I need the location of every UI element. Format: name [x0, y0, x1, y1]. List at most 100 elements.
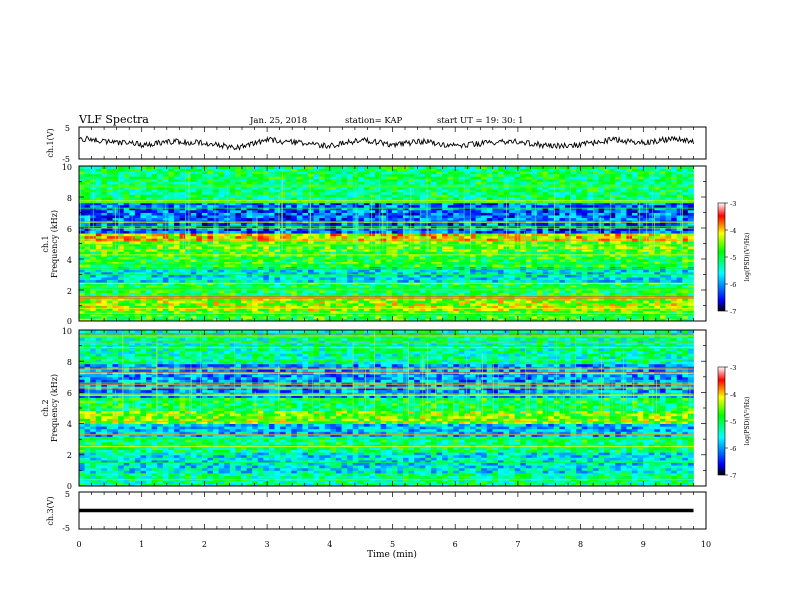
ch1-spectrogram-cell [101, 233, 108, 237]
ch1-spectrogram-cell [134, 233, 141, 237]
ch1-spectrogram-cell [553, 302, 560, 306]
ch1-spectrogram-cell [559, 264, 566, 268]
ch1-spectrogram-cell [453, 277, 460, 281]
ch1-spectrogram-cell [537, 277, 544, 281]
ch1-spectrogram-cell [240, 259, 247, 262]
ch1-spectrogram-cell [151, 274, 158, 278]
ch1-spectrogram-cell [263, 204, 270, 208]
ch1-spectrogram-cell [458, 277, 465, 281]
ch1-spectrogram-cell [129, 253, 136, 257]
ch1-spectrogram-cell [598, 308, 605, 312]
ch1-spectrogram-cell [414, 287, 421, 291]
ch1-spectrogram-cell [90, 282, 97, 286]
ch1-spectrogram-cell [95, 284, 102, 288]
ch1-spectrogram-cell [140, 248, 147, 252]
ch1-spectrogram-cell [654, 230, 661, 234]
ch1-spectrogram-cell [330, 259, 337, 262]
ch1-spectrogram-cell [609, 230, 616, 234]
ch1-spectrogram-cell [196, 228, 203, 231]
ch1-spectrogram-cell [609, 274, 616, 278]
ch1-spectrogram-cell [201, 253, 208, 257]
ch1-spectrogram-cell [391, 256, 398, 260]
ch1-spectrogram-cell [587, 246, 594, 250]
ch1-spectrogram-cell [425, 290, 432, 293]
ch1-spectrogram-cell [581, 302, 588, 306]
ch1-spectrogram-cell [268, 302, 275, 306]
ch1-spectrogram-cell [330, 274, 337, 278]
ch1-spectrogram-cell [285, 209, 292, 213]
ch1-spectrogram-cell [207, 279, 214, 283]
ch1-spectrogram-cell [375, 264, 382, 268]
ch1-spectrogram-cell [531, 269, 538, 273]
ch1-spectrogram-cell [492, 305, 499, 309]
ch1-spectrogram-cell [564, 228, 571, 231]
ch1-spectrogram-cell [123, 297, 130, 301]
ch1-spectrogram-cell [347, 292, 354, 296]
ch1-spectrogram-cell [408, 240, 415, 244]
ch1-spectrogram-cell [592, 282, 599, 286]
ch1-spectrogram-cell [453, 240, 460, 244]
ch1-spectrogram-cell [207, 300, 214, 304]
ch1-spectrogram-cell [587, 302, 594, 306]
ch1-spectrogram-cell [671, 253, 678, 257]
ch1-spectrogram-cell [632, 228, 638, 231]
ch1-spectrogram-cell [140, 253, 147, 257]
ch1-spectrogram-cell [632, 287, 638, 291]
ch1-spectrogram-cell [576, 246, 583, 250]
ch1-spectrogram-cell [240, 315, 247, 319]
ch1-spectrogram-cell [553, 212, 560, 216]
ch1-spectrogram-cell [525, 284, 532, 288]
ch1-spectrogram-cell [112, 282, 119, 286]
ch1-spectrogram-cell [447, 271, 454, 275]
ch1-spectrogram-cell [146, 235, 153, 239]
ch1-spectrogram-cell [224, 246, 231, 250]
ch1-spectrogram-cell [308, 246, 315, 250]
ch1-spectrogram-cell [430, 315, 437, 319]
ch1-spectrogram-cell [659, 279, 666, 283]
ch1-spectrogram-cell [140, 222, 147, 226]
ch1-spectrogram-cell [134, 230, 141, 234]
ch1-spectrogram-cell [240, 300, 247, 304]
ch1-spectrogram-cell [598, 274, 605, 278]
ch1-spectrogram-cell [375, 308, 382, 312]
ch1-spectrogram-cell [207, 261, 214, 265]
ch1-spectrogram-cell [263, 287, 270, 291]
ch1-spectrogram-cell [162, 292, 169, 296]
ch1-spectrogram-cell [553, 256, 560, 260]
ch1-spectrogram-cell [397, 259, 404, 262]
ch1-spectrogram-cell [151, 279, 158, 283]
ch1-spectrogram-cell [447, 284, 454, 288]
ch1-spectrogram-cell [352, 271, 359, 275]
ch1-spectrogram-cell [335, 290, 342, 293]
ch1-spectrogram-cell [140, 230, 147, 234]
ch1-spectrogram-cell [632, 253, 638, 257]
ch1-spectrogram-cell [509, 259, 516, 262]
ch1-spectrogram-cell [84, 310, 91, 314]
ch1-spectrogram-cell [626, 222, 633, 226]
ch1-spectrogram-cell [246, 264, 253, 268]
ch1-spectrogram-cell [559, 233, 566, 237]
ch1-spectrogram-cell [218, 300, 225, 304]
ch1-spectrogram-cell [414, 209, 421, 213]
ch1-spectrogram-cell [509, 277, 516, 281]
ch1-spectrogram-cell [453, 217, 460, 221]
ch1-spectrogram-cell [497, 233, 504, 237]
ch1-spectrogram-cell [659, 248, 666, 252]
ch1-spectrogram-cell [335, 315, 342, 319]
ch1-spectrogram-cell [447, 308, 454, 312]
ch1-spectrogram-cell [643, 230, 650, 234]
ch1-spectrogram-cell [173, 215, 180, 219]
ch1-spectrogram-cell [559, 222, 566, 226]
ch1-spectrogram-cell [134, 207, 141, 211]
ch1-spectrogram-cell [168, 261, 175, 265]
ch1-spectrogram-cell [687, 292, 694, 296]
ch1-spectrogram-cell [391, 207, 398, 211]
ch1-spectrogram-cell [157, 300, 164, 304]
ch1-spectrogram-cell [347, 233, 354, 237]
ch1-spectrogram-cell [659, 292, 666, 296]
ch1-spectrogram-cell [352, 292, 359, 296]
ch1-spectrogram-cell [453, 271, 460, 275]
ch1-spectrogram-cell [497, 261, 504, 265]
ch1-spectrogram-cell [414, 274, 421, 278]
ch1-spectrogram-cell [570, 217, 577, 221]
